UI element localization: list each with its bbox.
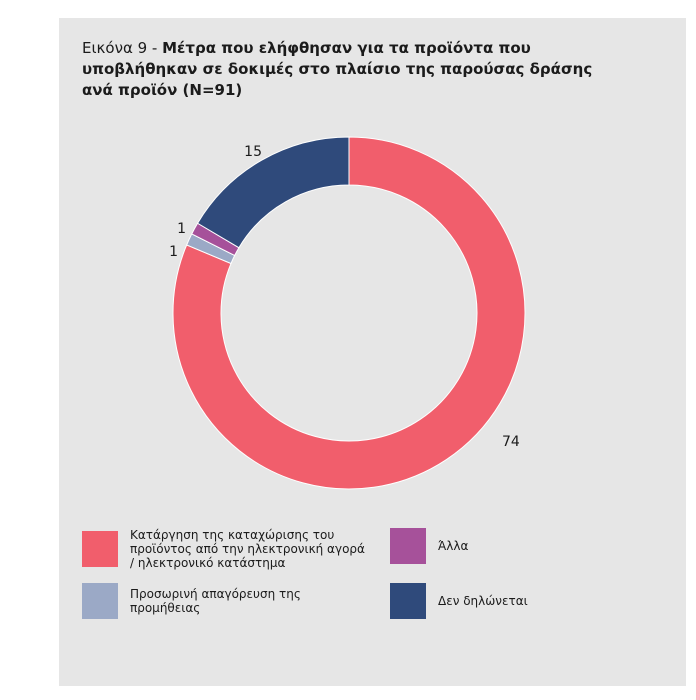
data-label: 74 [502,434,520,450]
legend-swatch [82,531,118,567]
legend-item-not-declared: Δεν δηλώνεται [390,583,590,619]
legend-swatch [390,583,426,619]
slice-not-declared [196,136,350,249]
legend-item-temporary-ban: Προσωρινή απαγόρευση της προμήθειας [82,583,372,619]
figure-number: Εικόνα 9 - [82,39,163,57]
legend-label: Προσωρινή απαγόρευση της προμήθειας [130,587,301,615]
legend-label: Άλλα [438,539,469,553]
slice-delisting [172,136,526,490]
legend-item-other: Άλλα [390,528,590,564]
legend-label: Δεν δηλώνεται [438,594,528,608]
legend-item-delisting: Κατάργηση της καταχώρισης του προϊόντος … [82,528,372,570]
chart-title: Εικόνα 9 - Μέτρα που ελήφθησαν για τα πρ… [82,38,602,101]
figure-title: Μέτρα που ελήφθησαν για τα προϊόντα που … [82,39,593,99]
legend-label: Κατάργηση της καταχώρισης του προϊόντος … [130,528,365,570]
legend-swatch [82,583,118,619]
data-label: 15 [244,144,262,160]
chart-panel [59,18,686,686]
data-label: 1 [169,244,178,260]
data-label: 1 [177,221,186,237]
legend-swatch [390,528,426,564]
